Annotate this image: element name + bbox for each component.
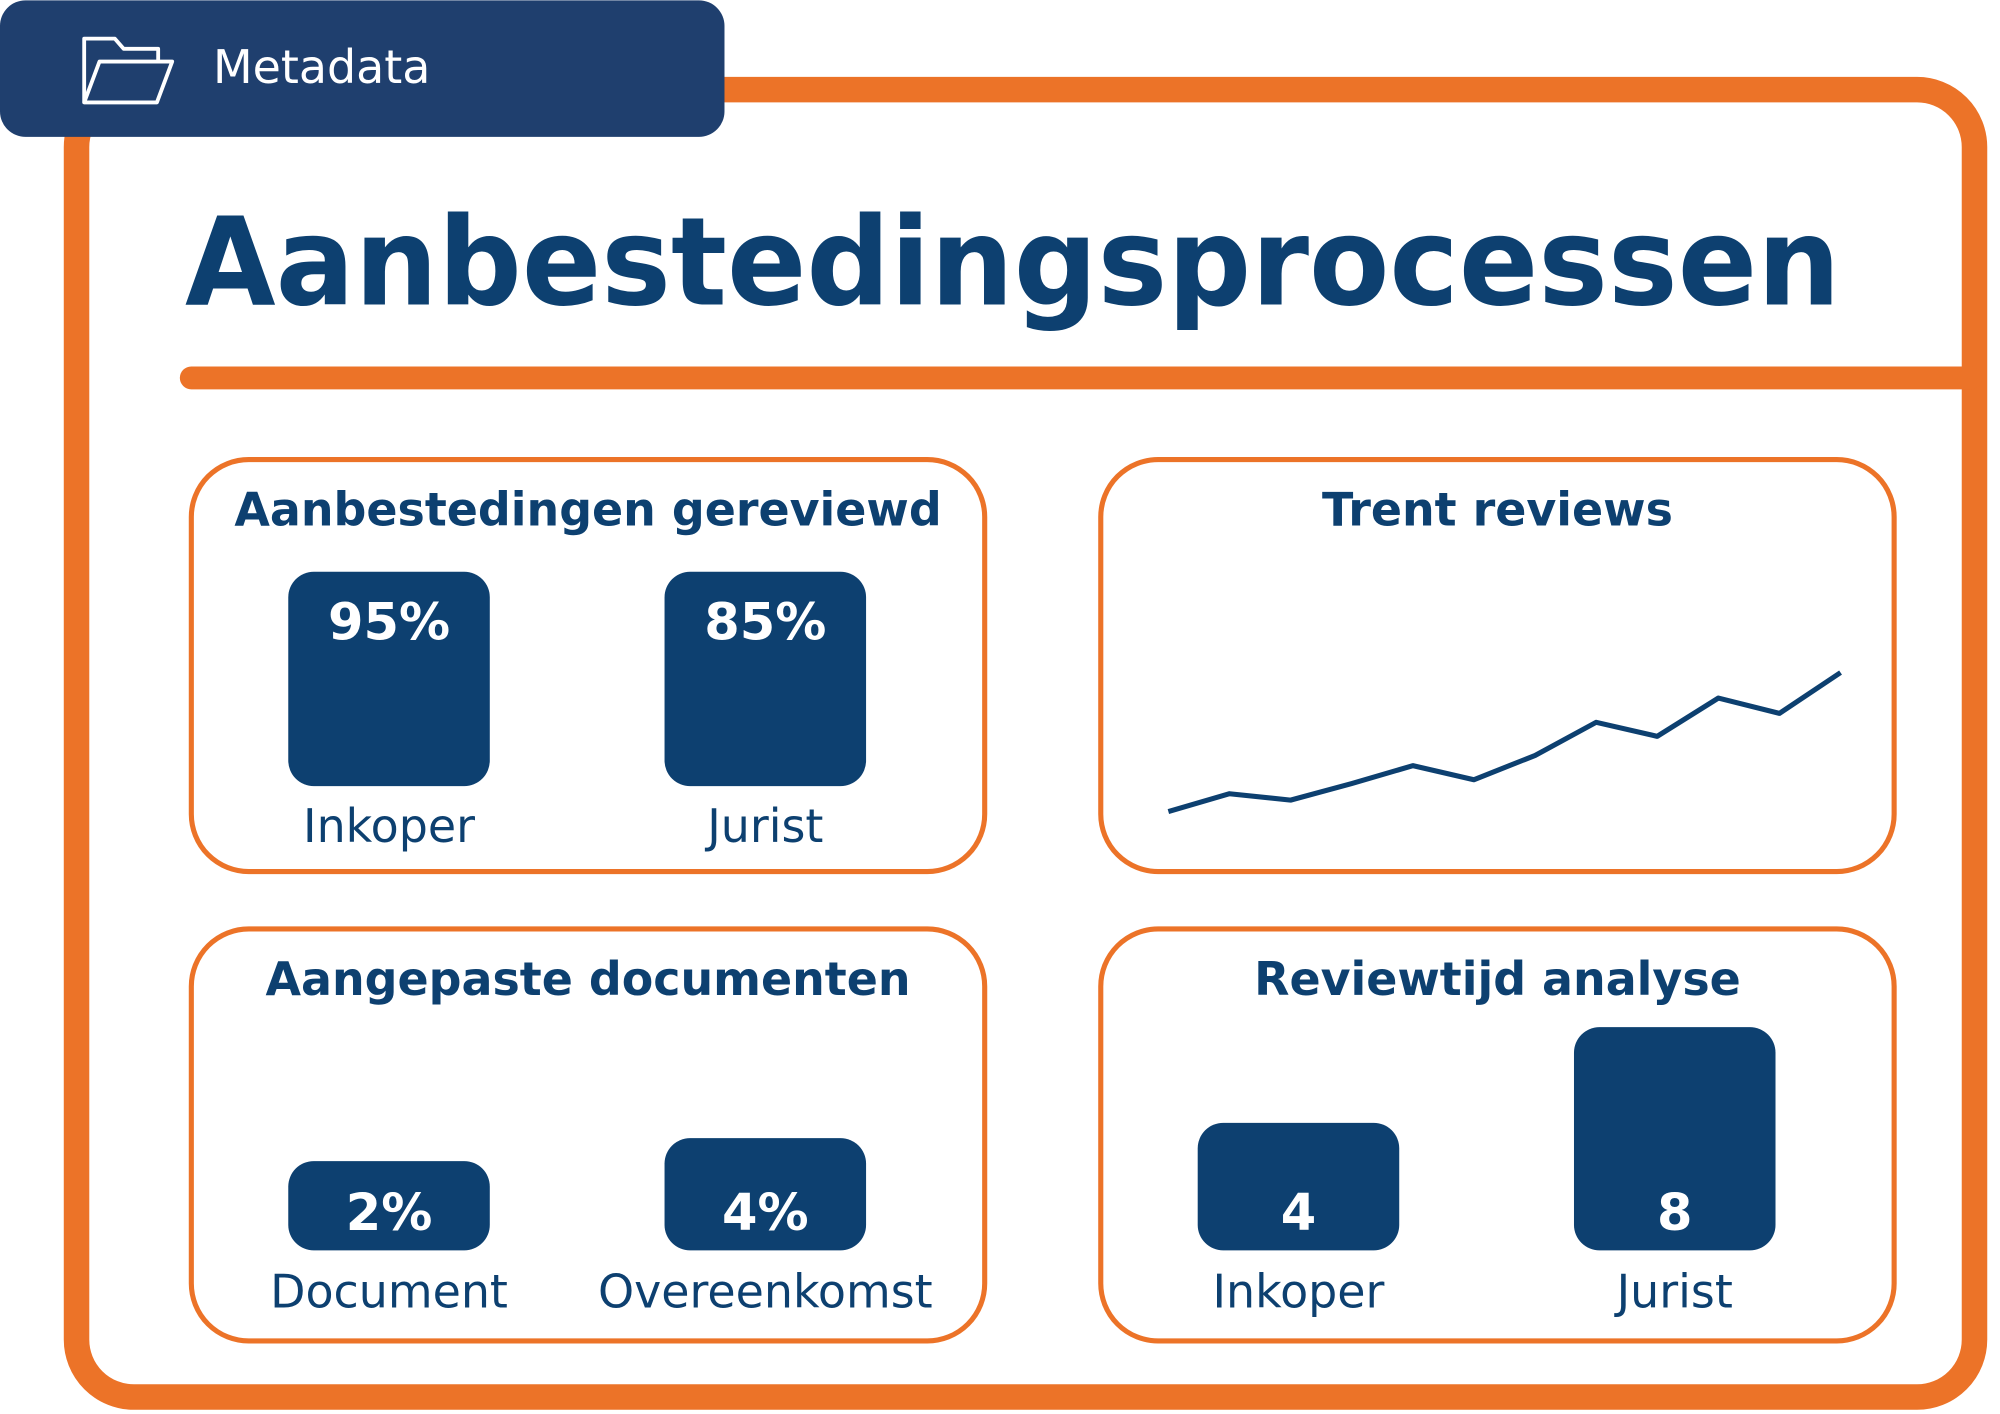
category-label: Jurist [704, 799, 823, 853]
category-label: Jurist [1614, 1265, 1733, 1319]
value-label: 8 [1657, 1184, 1693, 1243]
value-label: 95% [328, 593, 450, 652]
bar [288, 571, 490, 787]
bar [1197, 1122, 1400, 1251]
folder-icon [82, 36, 175, 105]
value-label: 85% [704, 593, 826, 652]
category-label: Document [270, 1265, 508, 1319]
value-label: 4% [722, 1184, 809, 1243]
category-label: Inkoper [1213, 1265, 1385, 1319]
category-label: Inkoper [303, 799, 475, 853]
panel-title: Trent reviews [1322, 483, 1673, 537]
bar [1573, 1027, 1776, 1251]
bar [664, 571, 867, 787]
value-label: 4 [1281, 1184, 1317, 1243]
panel [1098, 457, 1897, 875]
panel-title: Reviewtijd analyse [1254, 952, 1741, 1006]
header-label: Metadata [213, 40, 430, 94]
header-tab [0, 0, 725, 137]
trend-line [1167, 670, 1842, 815]
value-label: 2% [346, 1184, 433, 1243]
panel-title: Aanbestedingen gereviewd [234, 483, 941, 537]
bar [288, 1161, 490, 1251]
category-label: Overeenkomst [598, 1265, 933, 1319]
page-title: Aanbestedingsprocessen [185, 190, 1841, 333]
panel-title: Aangepaste documenten [265, 952, 910, 1006]
bar [664, 1138, 867, 1251]
